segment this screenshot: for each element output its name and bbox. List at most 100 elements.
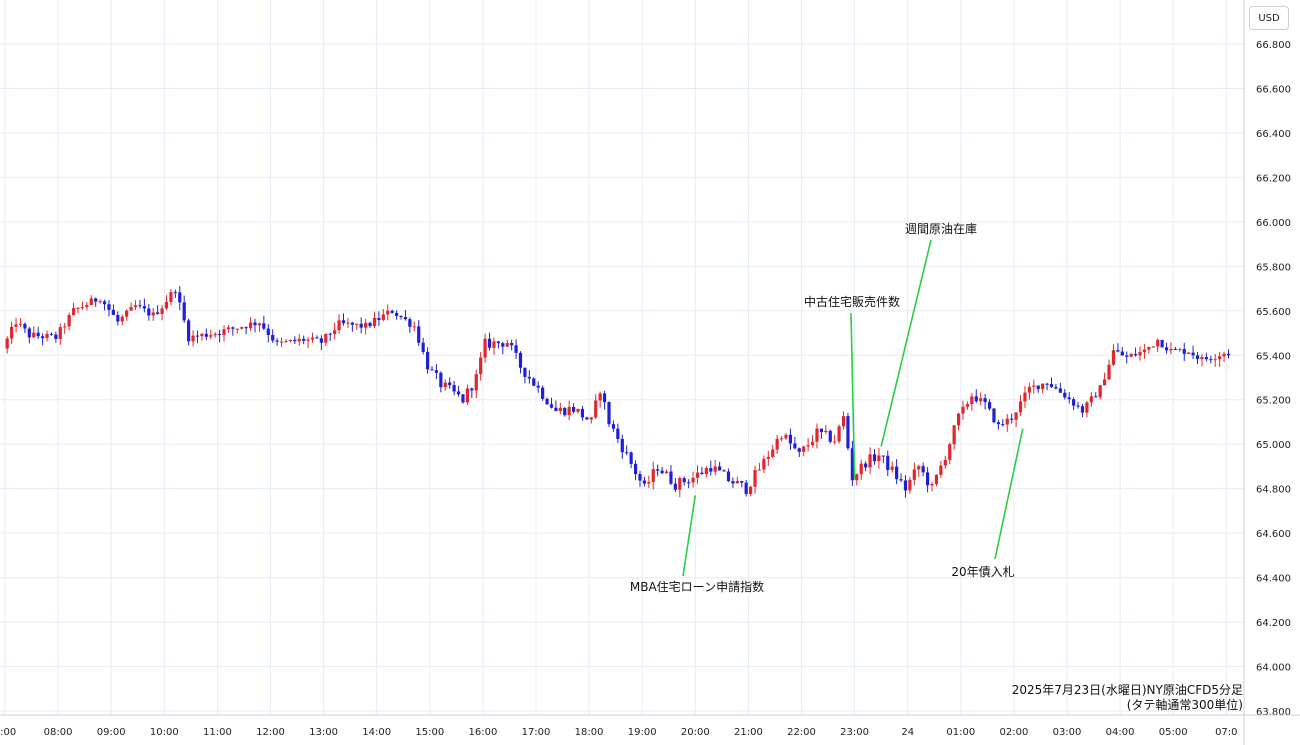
candle-body [673,483,677,490]
candle-body [266,328,270,335]
y-tick-label: 64.800 [1256,485,1291,496]
candle-body [633,463,638,475]
candle-body [408,319,412,327]
y-tick-label: 63.800 [1256,707,1291,718]
y-tick-label: 64.000 [1256,663,1291,674]
candle-body [80,307,85,309]
candle-body [554,407,558,412]
candle-body [1005,418,1009,425]
annotation-leader-line [880,239,932,447]
candle-body [390,310,394,313]
candle-body [943,459,947,466]
currency-selector-button[interactable]: USD [1249,6,1289,30]
candle-body [1103,379,1107,386]
x-tick-label: 13:00 [309,727,338,738]
candle-body [271,334,275,341]
candle-body [421,342,425,352]
x-tick-label: 18:00 [575,727,604,738]
candle-body [76,307,80,309]
candle-body [213,333,217,336]
x-tick-label: 21:00 [734,727,763,738]
x-tick-label: 11:00 [203,727,232,738]
candle-body [346,322,350,324]
candle-body [585,417,589,420]
candle-body [395,312,399,316]
y-tick-label: 65.600 [1256,307,1291,318]
candle-body [496,341,500,344]
candle-body [41,336,45,339]
candle-body [704,468,708,475]
x-tick-label: 03:00 [1053,727,1082,738]
annotation-leader-line [994,428,1024,560]
candle-body [310,337,315,340]
candle-body [1200,357,1204,360]
candle-body [1058,388,1062,393]
y-tick-label: 66.000 [1256,218,1291,229]
candle-body [45,333,49,339]
candle-body [846,416,850,449]
y-tick-label: 64.200 [1256,618,1291,629]
y-tick-label: 65.400 [1256,351,1291,362]
candle-body [921,466,925,473]
candle-body [443,382,447,388]
candle-body [903,480,908,491]
candle-body [793,443,797,449]
candle-body [1032,385,1036,387]
candle-body [771,449,775,457]
candle-body [965,404,970,407]
candle-body [430,369,434,371]
candle-body [523,367,527,377]
footer-line-2: (タテ軸通常300単位) [1127,697,1243,712]
candle-body [908,479,912,491]
candle-body [279,341,284,343]
x-tick-label: 08:00 [44,727,73,738]
candle-body [58,327,62,339]
candle-body [819,428,823,433]
candle-body [1147,346,1151,350]
candle-body [120,316,124,322]
candle-body [89,298,93,306]
candle-body [111,309,115,315]
candle-body [302,338,306,341]
candle-body [926,472,930,486]
candle-body [956,413,961,426]
candle-body [881,455,885,457]
candle-body [1001,424,1005,426]
candle-body [806,445,810,447]
candle-body [625,452,629,454]
candle-body [753,470,757,487]
candle-body [1195,355,1200,360]
candle-body [341,320,346,324]
annotation-label: 週間原油在庫 [905,222,977,236]
candle-body [788,434,793,444]
candle-body [156,312,160,315]
candlestick-series [5,286,1231,498]
candle-body [1023,392,1027,402]
candle-body [1027,386,1031,393]
candle-body [841,416,846,427]
candle-body [328,333,332,335]
candle-body [518,352,523,368]
candle-body [598,393,602,401]
candle-body [169,292,173,302]
candle-body [297,338,301,342]
candle-body [784,434,788,439]
x-tick-label: 22:00 [787,727,816,738]
candle-body [939,465,943,475]
candle-body [731,481,735,484]
candle-body [49,333,54,335]
candle-body [337,320,341,331]
candle-body [1076,405,1080,407]
x-tick-label: 04:00 [1106,727,1135,738]
x-tick-label: 20:00 [681,727,710,738]
candle-body [1107,364,1111,380]
candle-body [1018,401,1023,413]
candle-body [620,438,624,453]
candle-body [319,338,323,343]
x-tick-label: 02:00 [999,727,1028,738]
candle-body [762,458,766,470]
candle-body [850,448,854,481]
candle-body [749,486,753,494]
